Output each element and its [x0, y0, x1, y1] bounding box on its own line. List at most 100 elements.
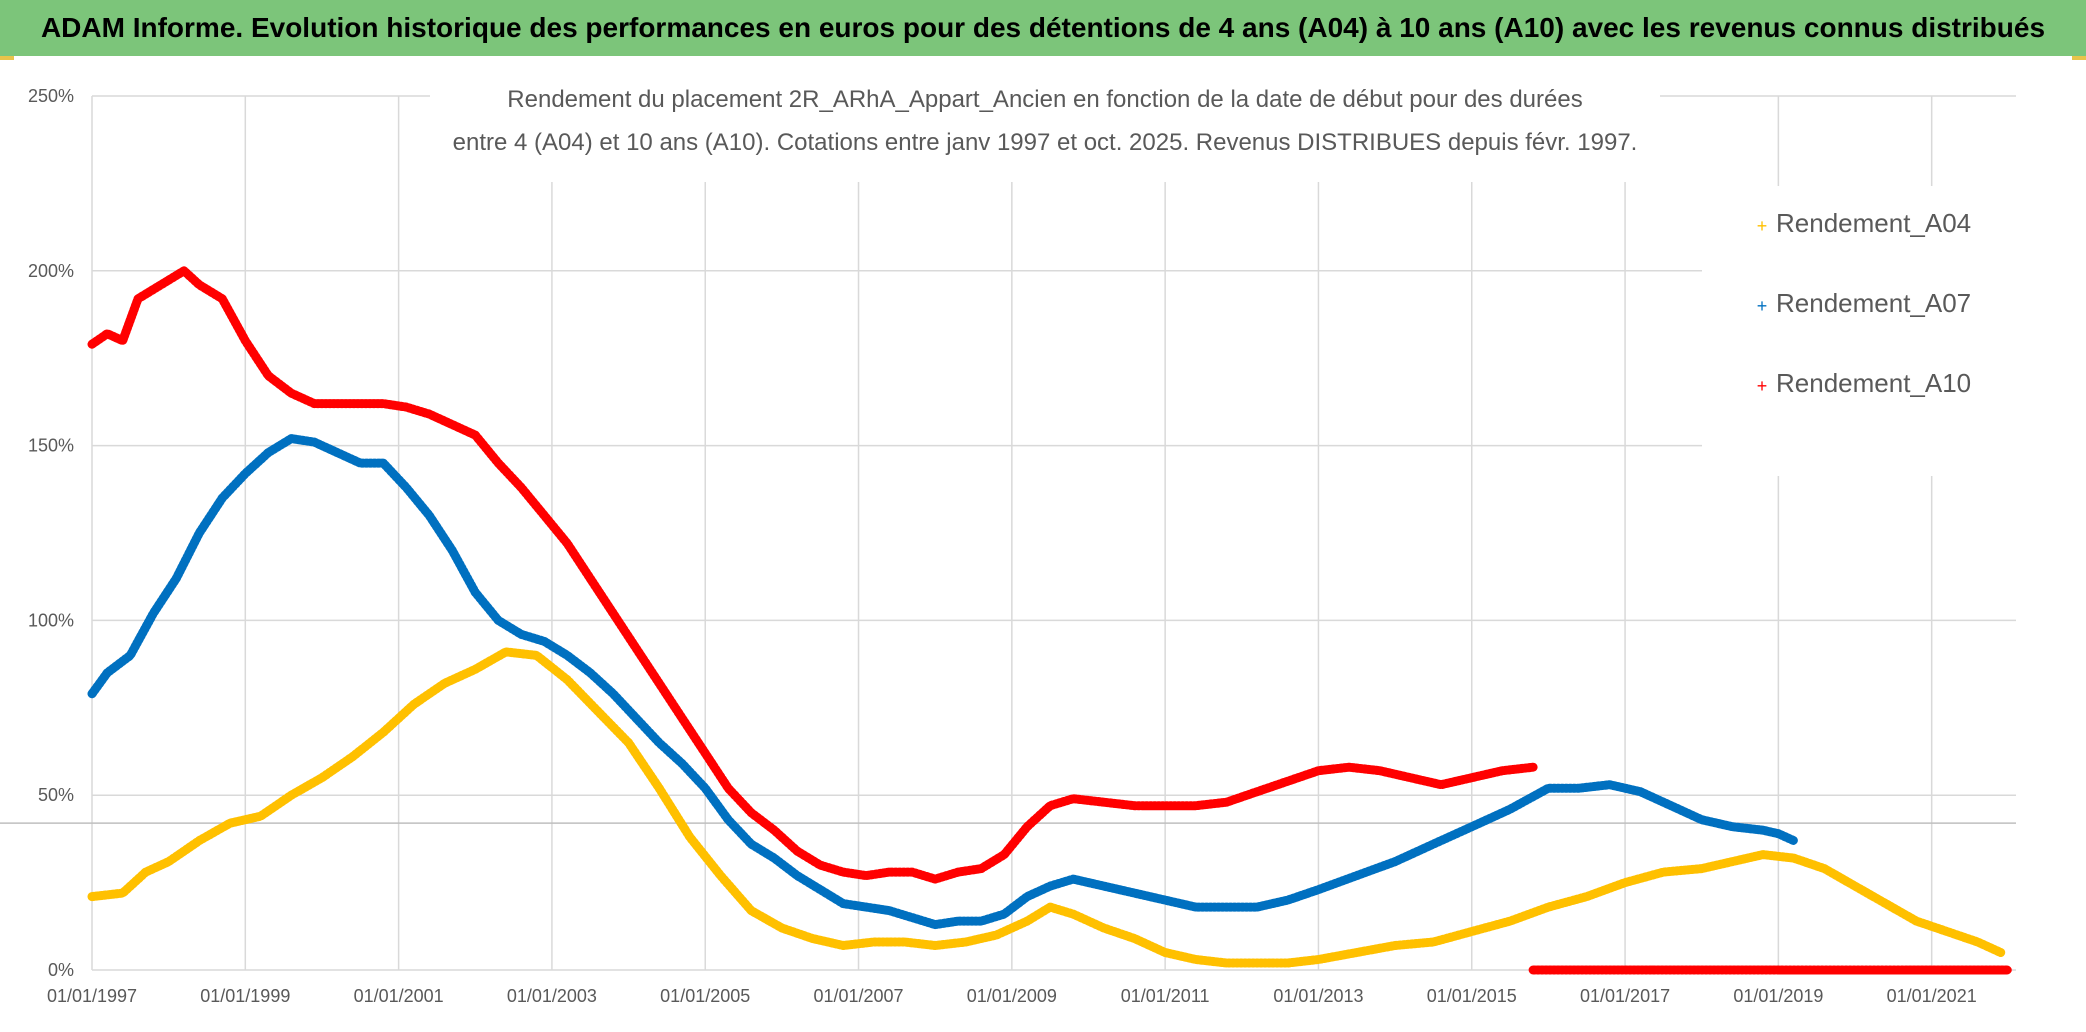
- data-point: [1774, 830, 1782, 838]
- data-point: [448, 421, 456, 429]
- data-point: [1069, 795, 1077, 803]
- data-point: [195, 529, 203, 537]
- data-point: [1912, 917, 1920, 925]
- data-point: [1131, 802, 1138, 810]
- data-point: [793, 872, 801, 880]
- data-point: [717, 872, 725, 880]
- data-point: [1429, 840, 1437, 848]
- data-point: [471, 431, 479, 439]
- data-point: [349, 753, 357, 761]
- data-point: [1468, 823, 1476, 831]
- data-point: [1284, 777, 1292, 785]
- x-tick-label: 01/01/2017: [1580, 986, 1670, 1006]
- data-point: [1345, 763, 1353, 771]
- data-point: [1253, 959, 1261, 967]
- data-point: [333, 449, 341, 457]
- chart-frame: 0% 50% 100% 150% 200% 250% 01/01/1997 01/01/19…: [0, 56, 2086, 1032]
- data-point: [609, 609, 617, 617]
- data-point: [1284, 896, 1292, 904]
- data-point: [839, 868, 847, 876]
- banner-title: ADAM Informe. Evolution historique des p…: [40, 12, 2046, 43]
- gridlines: [0, 95, 2016, 971]
- data-point: [119, 889, 127, 897]
- data-point: [1529, 966, 1537, 974]
- data-point: [494, 616, 502, 624]
- series-line-rendement-a07: [87, 434, 1799, 930]
- data-point: [1069, 875, 1077, 883]
- data-point: [885, 907, 893, 915]
- data-point: [1046, 903, 1054, 911]
- data-point: [425, 410, 433, 418]
- series-line-rendement-a10: [87, 266, 1538, 884]
- data-point: [1100, 882, 1108, 890]
- data-point: [1253, 903, 1261, 911]
- data-point: [701, 784, 709, 792]
- y-tick-label: 250%: [28, 86, 74, 106]
- frame-corner-left: [0, 56, 14, 60]
- data-point: [1820, 865, 1828, 873]
- data-point: [655, 784, 663, 792]
- data-point: [1192, 956, 1200, 963]
- data-point: [701, 749, 709, 757]
- data-point: [977, 917, 985, 925]
- data-point: [195, 281, 203, 289]
- series-group: [87, 266, 2013, 975]
- data-point: [257, 812, 265, 820]
- data-point: [809, 935, 816, 942]
- data-point: [318, 774, 326, 782]
- data-point: [1023, 917, 1031, 925]
- data-point: [287, 435, 295, 443]
- data-point: [1636, 788, 1644, 796]
- data-point: [655, 679, 663, 687]
- data-point: [609, 690, 617, 698]
- data-point: [1046, 882, 1054, 890]
- data-point: [931, 942, 939, 949]
- legend-label-a10: Rendement_A10: [1776, 368, 1971, 398]
- data-point: [655, 739, 663, 747]
- data-point: [310, 438, 318, 446]
- x-tick-label: 01/01/2021: [1887, 986, 1977, 1006]
- data-point: [119, 337, 127, 345]
- data-point: [1353, 872, 1361, 880]
- x-tick-label: 01/01/2007: [813, 986, 903, 1006]
- data-point: [686, 833, 694, 841]
- data-point: [402, 403, 410, 411]
- data-point: [632, 644, 640, 652]
- x-axis-ticks: 01/01/1997 01/01/1999 01/01/2001 01/01/2003…: [47, 986, 1977, 1006]
- data-point: [1544, 903, 1552, 911]
- data-point: [1391, 942, 1399, 949]
- data-point: [517, 484, 525, 492]
- data-point: [180, 267, 188, 275]
- legend-marker-a07: +: [1757, 296, 1768, 316]
- data-point: [1544, 784, 1552, 792]
- data-point: [1131, 935, 1138, 942]
- data-point: [793, 847, 801, 855]
- chart-title-background: [430, 74, 1660, 182]
- series-line-rendement-a04: [87, 647, 2006, 968]
- data-point: [356, 459, 364, 467]
- chart-title-line-2: entre 4 (A04) et 10 ans (A10). Cotations…: [453, 129, 1638, 156]
- data-point: [1468, 774, 1476, 782]
- legend-label-a07: Rendement_A07: [1776, 288, 1971, 318]
- data-point: [724, 816, 732, 824]
- data-point: [1406, 774, 1414, 782]
- legend-background: [1702, 186, 2022, 476]
- data-point: [103, 669, 111, 677]
- data-point: [379, 728, 387, 736]
- data-point: [1315, 956, 1322, 963]
- data-point: [1498, 767, 1506, 775]
- data-point: [471, 588, 479, 596]
- title-banner: ADAM Informe. Evolution historique des p…: [0, 0, 2086, 56]
- data-point: [471, 665, 479, 673]
- data-point: [88, 893, 96, 901]
- data-point: [1790, 837, 1798, 845]
- data-point: [816, 886, 824, 894]
- data-point: [533, 651, 541, 659]
- x-tick-label: 01/01/2003: [507, 986, 597, 1006]
- data-point: [241, 337, 249, 345]
- data-point: [870, 938, 878, 946]
- data-point: [1851, 882, 1859, 890]
- data-point: [1606, 781, 1614, 789]
- data-point: [379, 400, 387, 408]
- data-point: [770, 826, 778, 834]
